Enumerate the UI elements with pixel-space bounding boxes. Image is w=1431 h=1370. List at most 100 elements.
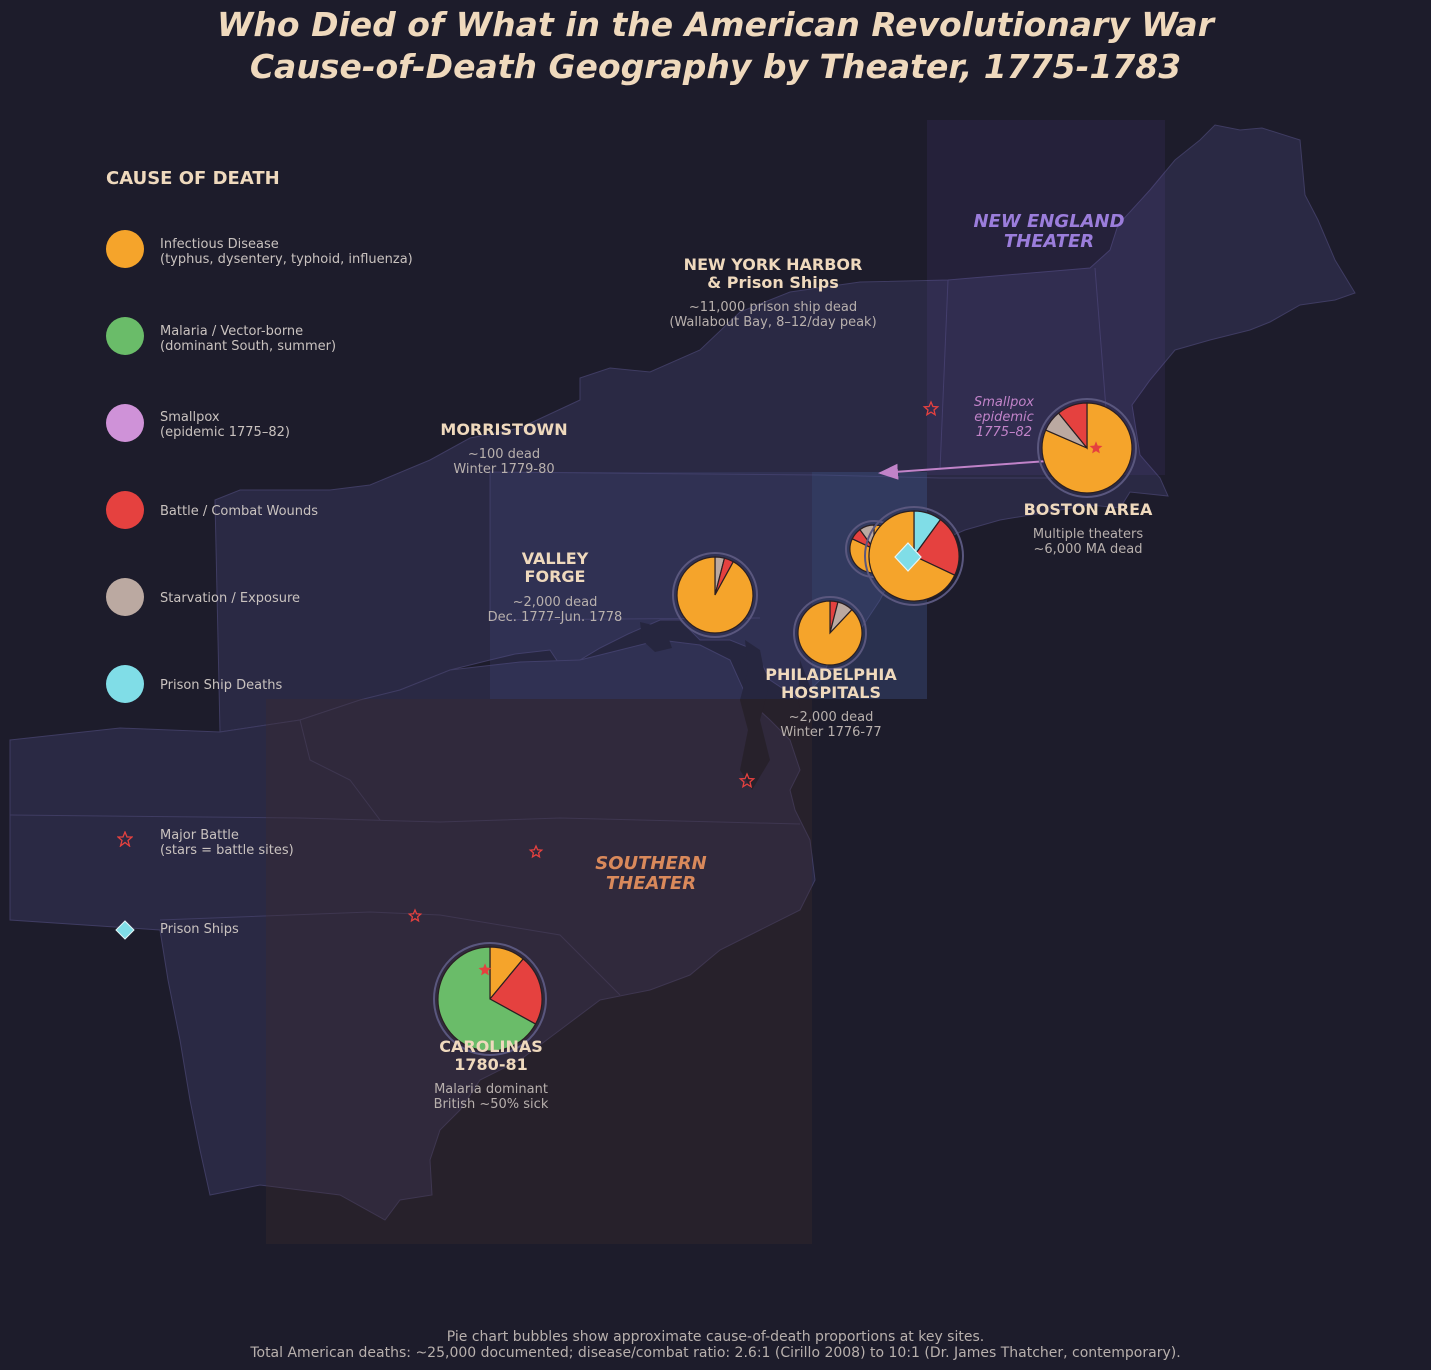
note-line: epidemic bbox=[974, 410, 1034, 425]
pie-ring bbox=[433, 942, 547, 1056]
footer-line-2: Total American deaths: ~25,000 documente… bbox=[250, 1345, 1181, 1361]
legend-label: Major Battle bbox=[160, 828, 239, 843]
malaria-swatch bbox=[106, 317, 144, 355]
pie-slice-battle bbox=[1057, 402, 1088, 450]
legend-sublabel: (dominant South, summer) bbox=[160, 339, 337, 354]
pie-slice-infectious bbox=[676, 556, 754, 634]
legend-label: Smallpox bbox=[160, 410, 220, 425]
theater-line: THEATER bbox=[1003, 231, 1095, 252]
legend-label: Prison Ships bbox=[160, 922, 239, 937]
legend-text: Malaria / Vector-borne (dominant South, … bbox=[160, 324, 336, 354]
land-south bbox=[9, 639, 816, 1221]
philadelphia-subtitle: ~2,000 dead Winter 1776-77 bbox=[731, 710, 931, 740]
legend-label: Malaria / Vector-borne bbox=[160, 324, 304, 339]
site-title-line: VALLEY bbox=[521, 549, 589, 568]
title-line-1: Who Died of What in the American Revolut… bbox=[217, 5, 1214, 44]
morristown-subtitle: ~100 dead Winter 1779-80 bbox=[404, 447, 604, 477]
site-sub-line: ~2,000 dead bbox=[512, 595, 598, 610]
land-masses bbox=[9, 124, 1356, 1221]
pie-charts bbox=[433, 398, 1137, 1056]
legend-label: Infectious Disease bbox=[160, 237, 279, 252]
legend-text: Battle / Combat Wounds bbox=[160, 504, 318, 519]
legend-text: Smallpox (epidemic 1775–82) bbox=[160, 410, 290, 440]
carolinas-title: CAROLINAS 1780-81 bbox=[391, 1038, 591, 1074]
legend-text: Starvation / Exposure bbox=[160, 591, 300, 606]
page-title: Who Died of What in the American Revolut… bbox=[0, 4, 1431, 88]
prison-ship-diamond-icon bbox=[894, 542, 922, 572]
note-line: Smallpox bbox=[973, 395, 1034, 410]
site-title-line: CAROLINAS bbox=[439, 1037, 543, 1056]
site-sub-line: Winter 1776-77 bbox=[780, 725, 882, 740]
legend-item-smallpox: Smallpox (epidemic 1775–82) bbox=[106, 404, 526, 448]
footer-note: Pie chart bubbles show approximate cause… bbox=[0, 1329, 1431, 1361]
note-line: 1775–82 bbox=[975, 425, 1033, 440]
site-sub-line: ~6,000 MA dead bbox=[1033, 542, 1143, 557]
smallpox-note: Smallpox epidemic 1775–82 bbox=[954, 395, 1054, 440]
battle-star-icon bbox=[478, 963, 492, 976]
title-line-2: Cause-of-Death Geography by Theater, 177… bbox=[249, 47, 1182, 86]
ny-harbor-subtitle: ~11,000 prison ship dead (Wallabout Bay,… bbox=[623, 300, 923, 330]
valley-forge-title: VALLEY FORGE bbox=[455, 550, 655, 586]
footer-line-1: Pie chart bubbles show approximate cause… bbox=[446, 1329, 985, 1345]
legend-label: Battle / Combat Wounds bbox=[160, 504, 319, 519]
pie-boston-area bbox=[1037, 398, 1137, 498]
boston-title: BOSTON AREA bbox=[988, 501, 1188, 519]
carolinas-subtitle: Malaria dominant British ~50% sick bbox=[391, 1082, 591, 1112]
legend-sublabel: (epidemic 1775–82) bbox=[160, 425, 290, 440]
prison-swatch bbox=[106, 665, 144, 703]
philadelphia-title: PHILADELPHIA HOSPITALS bbox=[731, 666, 931, 702]
legend-item-prison: Prison Ship Deaths bbox=[106, 665, 526, 709]
theater-line: THEATER bbox=[605, 873, 697, 894]
site-sub-line: Winter 1779-80 bbox=[453, 462, 555, 477]
legend-text: Major Battle (stars = battle sites) bbox=[160, 828, 294, 858]
pie-carolinas bbox=[433, 942, 547, 1056]
state-borders bbox=[9, 267, 1111, 996]
site-sub-line: ~100 dead bbox=[467, 447, 541, 462]
site-title-line: PHILADELPHIA bbox=[765, 665, 897, 684]
pie-valley-forge bbox=[672, 552, 758, 638]
site-sub-line: Multiple theaters bbox=[1032, 527, 1144, 542]
pie-slice-battle bbox=[489, 958, 543, 1025]
site-sub-line: British ~50% sick bbox=[433, 1097, 549, 1112]
site-title-line: HOSPITALS bbox=[781, 683, 881, 702]
legend-label: Prison Ship Deaths bbox=[160, 678, 283, 693]
site-title-line: & Prison Ships bbox=[707, 273, 839, 292]
infectious-swatch bbox=[106, 230, 144, 268]
battle-star-icon bbox=[738, 772, 756, 789]
new-england-theater-region bbox=[927, 120, 1165, 475]
legend-item-malaria: Malaria / Vector-borne (dominant South, … bbox=[106, 317, 526, 361]
morristown-title: MORRISTOWN bbox=[404, 421, 604, 439]
starvation-swatch bbox=[106, 578, 144, 616]
pie-ring bbox=[793, 596, 867, 670]
site-title-line: 1780-81 bbox=[454, 1055, 528, 1074]
battle-star-icon bbox=[922, 400, 940, 417]
legend-item-starvation: Starvation / Exposure bbox=[106, 578, 526, 622]
legend-text: Prison Ships bbox=[160, 922, 239, 937]
pie-slice-infectious bbox=[797, 600, 863, 666]
star-icon bbox=[117, 831, 133, 847]
pie-slice-malaria bbox=[437, 946, 537, 1052]
pie-ring bbox=[672, 552, 758, 638]
legend-text: Infectious Disease (typhus, dysentery, t… bbox=[160, 237, 413, 267]
site-sub-line: ~11,000 prison ship dead bbox=[688, 300, 858, 315]
legend-label: Starvation / Exposure bbox=[160, 591, 301, 606]
water-bodies bbox=[640, 622, 815, 790]
battle-swatch bbox=[106, 491, 144, 529]
legend-item-battle: Battle / Combat Wounds bbox=[106, 491, 526, 535]
site-title-line: BOSTON AREA bbox=[1023, 500, 1153, 519]
site-sub-line: (Wallabout Bay, 8–12/day peak) bbox=[669, 315, 877, 330]
legend-item-prison-marker: Prison Ships bbox=[106, 918, 526, 962]
diamond-icon bbox=[115, 920, 135, 940]
map-markers bbox=[407, 400, 1103, 976]
battle-star-icon bbox=[1089, 441, 1103, 454]
ny-harbor-title: NEW YORK HARBOR & Prison Ships bbox=[623, 256, 923, 292]
pie-philadelphia-hospitals bbox=[793, 596, 867, 670]
boston-subtitle: Multiple theaters ~6,000 MA dead bbox=[988, 527, 1188, 557]
smallpox-swatch bbox=[106, 404, 144, 442]
legend-sublabel: (stars = battle sites) bbox=[160, 843, 294, 858]
site-title-line: FORGE bbox=[524, 567, 586, 586]
southern-theater-label: SOUTHERN THEATER bbox=[551, 854, 751, 894]
pie-ring bbox=[864, 506, 964, 606]
battle-star-icon bbox=[407, 908, 423, 923]
